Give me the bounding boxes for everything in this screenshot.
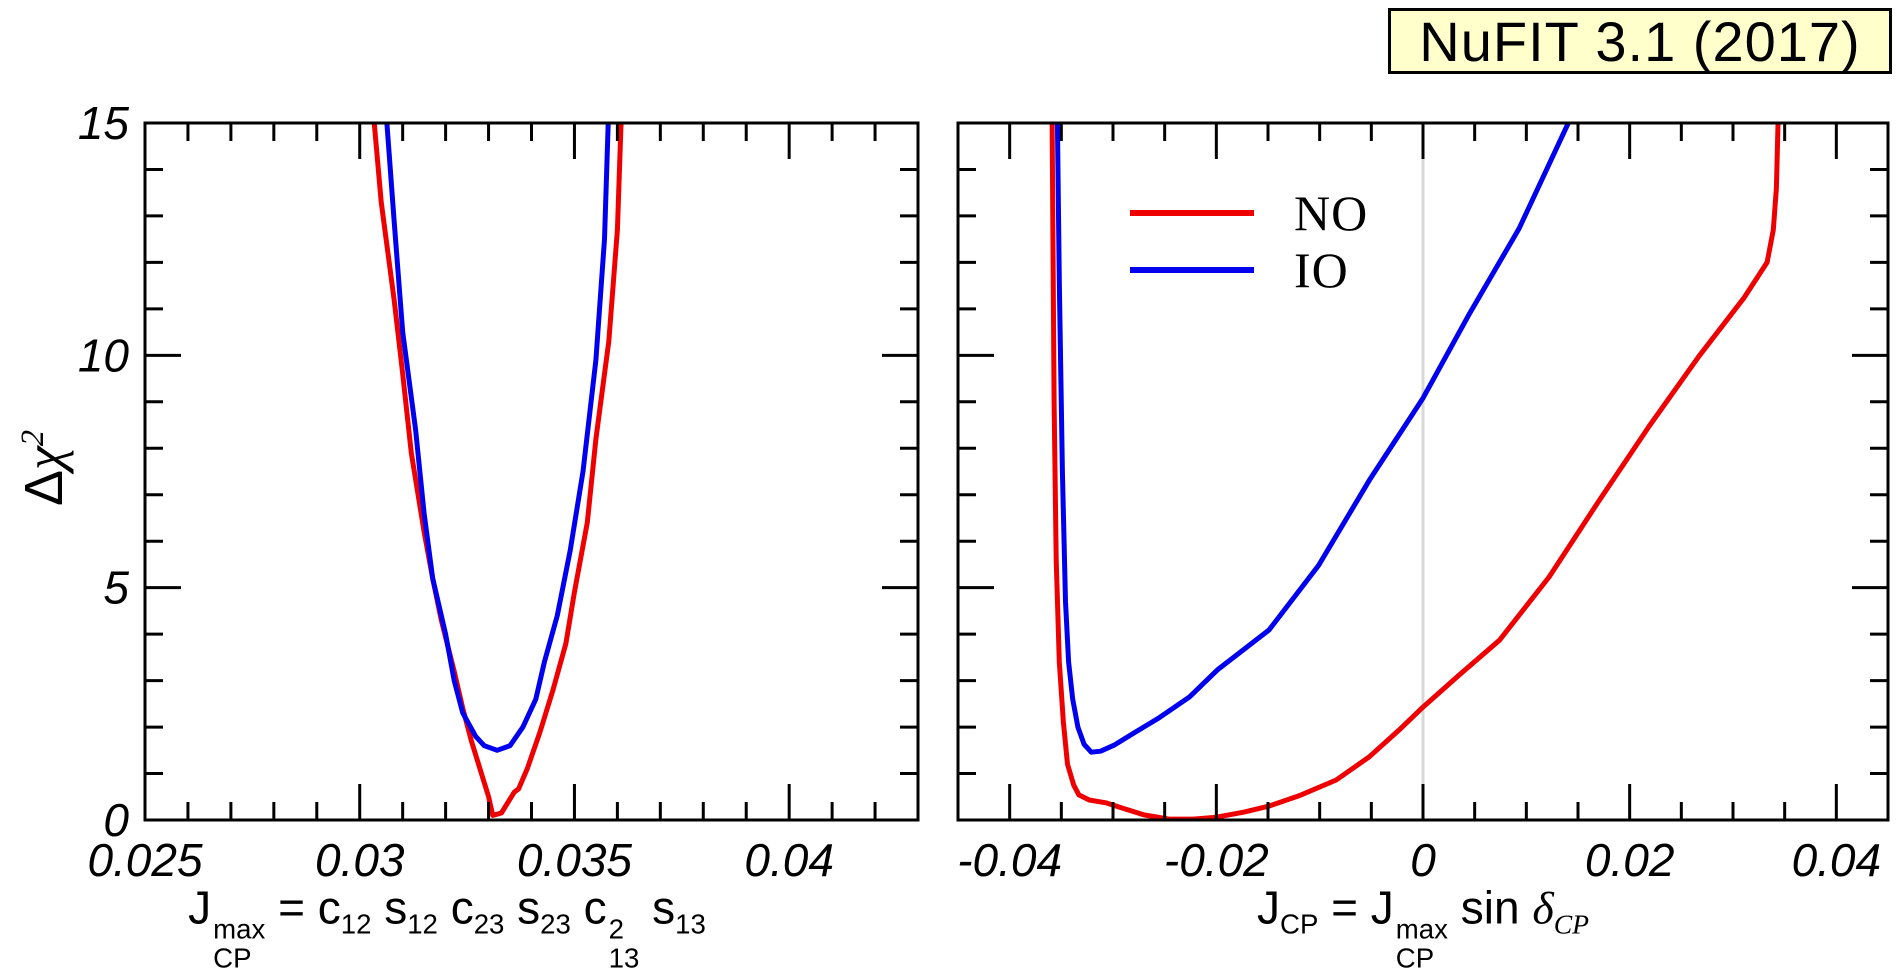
x-tick-label: 0.03 xyxy=(315,834,405,886)
y-tick-label: 0 xyxy=(103,794,129,846)
y-tick-label: 5 xyxy=(103,562,129,614)
legend-line-no xyxy=(1130,209,1254,216)
curve-io xyxy=(384,123,611,753)
x-tick-label: -0.02 xyxy=(1164,834,1269,886)
x-tick-label: -0.04 xyxy=(957,834,1062,886)
legend-line-io xyxy=(1130,266,1254,273)
axis-frame xyxy=(143,121,920,822)
x-tick-label: 0.025 xyxy=(87,834,203,886)
legend: NO IO xyxy=(1130,184,1368,298)
x-tick-label: 0.04 xyxy=(744,834,834,886)
legend-label-no: NO xyxy=(1294,184,1369,241)
curve-io xyxy=(1054,123,1572,755)
legend-item-no: NO xyxy=(1130,184,1368,241)
legend-label-io: IO xyxy=(1294,241,1349,298)
x-tick-label: 0.035 xyxy=(517,834,633,886)
y-axis-label: Δχ2 xyxy=(14,429,74,507)
x-tick-label: 0.02 xyxy=(1585,834,1675,886)
x-tick-label: 0 xyxy=(1410,834,1436,886)
y-tick-label: 10 xyxy=(78,329,130,381)
version-badge: NuFIT 3.1 (2017) xyxy=(1388,8,1892,74)
x-tick-label: 0.04 xyxy=(1792,834,1882,886)
legend-item-io: IO xyxy=(1130,241,1368,298)
y-tick-label: 15 xyxy=(78,97,130,149)
curve-no xyxy=(371,123,624,818)
